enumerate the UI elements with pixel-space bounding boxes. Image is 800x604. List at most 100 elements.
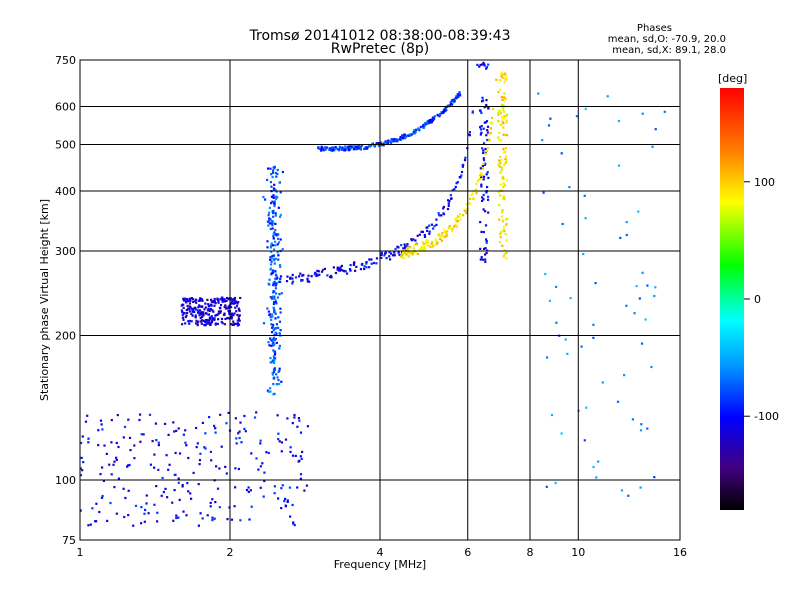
o-mode-f-trace-point (485, 67, 488, 70)
lower-sporadic-trace-point (230, 313, 234, 317)
o-mode-f-trace-point (390, 252, 393, 255)
scattered-outliers-point (646, 284, 649, 287)
low-e-region-echoes-point (278, 440, 281, 443)
vertical-spread-near-2-4-mhz-point (270, 260, 273, 263)
lower-sporadic-trace-point (184, 322, 187, 325)
second-hop-trace-point (428, 120, 431, 123)
scattered-outliers-point (638, 297, 641, 300)
x-mode-f-trace-point (401, 254, 404, 257)
scattered-outliers-point (584, 217, 587, 220)
o-mode-f-trace-point (286, 275, 289, 278)
lower-sporadic-trace-point (181, 316, 184, 319)
colorbar-label: [deg] (718, 72, 747, 85)
low-e-region-echoes-point (265, 451, 268, 454)
second-hop-trace-point (334, 145, 337, 149)
o-mode-f-trace-point (308, 280, 311, 283)
o-mode-f-trace-point (485, 99, 488, 102)
o-mode-f-trace-point (393, 251, 396, 254)
low-e-region-echoes-point (299, 473, 303, 476)
low-e-region-echoes-point (248, 518, 251, 521)
second-hop-trace-point (406, 134, 409, 137)
o-mode-f-trace-point (453, 188, 456, 191)
x-mode-f-trace-point (503, 81, 506, 84)
low-e-region-echoes-point (247, 486, 250, 489)
vertical-spread-near-2-4-mhz-point (267, 224, 270, 227)
x-mode-f-trace-point (505, 179, 508, 182)
vertical-spread-near-2-4-mhz-point (269, 387, 272, 390)
vertical-spread-near-2-4-mhz-point (274, 189, 277, 192)
low-e-region-echoes-point (127, 489, 130, 492)
second-hop-trace-point (365, 147, 369, 150)
x-mode-f-trace-point (499, 171, 502, 174)
low-e-region-echoes-point (257, 468, 260, 471)
second-hop-trace-point (389, 141, 393, 144)
low-e-region-echoes-point (218, 467, 221, 470)
scattered-outliers-point (568, 186, 571, 189)
o-mode-f-trace-point (447, 202, 450, 205)
vertical-spread-near-2-4-mhz-point (272, 215, 275, 218)
o-mode-f-trace-point (340, 264, 343, 267)
x-mode-f-trace-point (504, 233, 507, 236)
scattered-outliers-point (616, 400, 620, 403)
x-mode-f-trace-point (501, 116, 504, 119)
x-mode-f-trace-point (497, 113, 500, 116)
o-mode-f-trace-point (479, 247, 482, 250)
vertical-spread-near-2-4-mhz-point (270, 173, 273, 176)
vertical-spread-near-2-4-mhz-point (278, 332, 281, 335)
o-mode-f-trace-point (313, 273, 316, 276)
vertical-spread-near-2-4-mhz-point (274, 222, 277, 225)
second-hop-trace-point (361, 144, 364, 147)
x-mode-f-trace-point (502, 186, 505, 189)
lower-sporadic-trace-point (186, 304, 189, 307)
x-mode-f-trace-point (422, 242, 425, 245)
o-mode-f-trace-point (481, 258, 485, 261)
o-mode-f-trace-point (478, 65, 481, 68)
lower-sporadic-trace-point (201, 305, 204, 308)
second-hop-trace-point (318, 147, 321, 150)
x-mode-f-trace-point (487, 138, 490, 141)
low-e-region-echoes-point (124, 496, 127, 500)
low-e-region-echoes-point (291, 454, 295, 457)
low-e-region-echoes-point (122, 436, 125, 439)
y-tick-label: 300 (55, 245, 76, 258)
x-mode-f-trace-point (500, 231, 503, 234)
x-mode-f-trace-point (502, 148, 505, 151)
x-mode-f-trace-point (503, 184, 507, 187)
x-mode-f-trace-point (502, 104, 505, 107)
low-e-region-echoes-point (215, 465, 218, 468)
low-e-region-echoes-point (110, 441, 113, 444)
o-mode-f-trace-point (468, 131, 471, 134)
scattered-outliers-point (625, 304, 628, 307)
low-e-region-echoes-point (214, 501, 217, 504)
lower-sporadic-trace-point (231, 323, 234, 326)
lower-sporadic-trace-point (210, 315, 213, 318)
low-e-region-echoes-point (230, 518, 234, 521)
vertical-spread-near-2-4-mhz-point (267, 219, 270, 222)
x-mode-f-trace-point (445, 235, 449, 238)
second-hop-trace-point (417, 127, 420, 130)
low-e-region-echoes-point (253, 416, 257, 419)
lower-sporadic-trace-point (204, 320, 207, 324)
o-mode-f-trace-point (487, 195, 490, 198)
lower-sporadic-trace-point (195, 319, 198, 322)
x-tick-label: 16 (673, 546, 687, 559)
lower-sporadic-trace-point (196, 324, 199, 327)
x-mode-f-trace-point (503, 197, 506, 200)
x-mode-f-trace-point (426, 244, 429, 247)
o-mode-f-trace-point (321, 268, 325, 272)
x-mode-f-trace-point (501, 166, 504, 169)
low-e-region-echoes-point (301, 450, 304, 453)
lower-sporadic-trace-point (188, 297, 191, 300)
o-mode-f-trace-point (425, 226, 428, 229)
x-mode-f-trace-point (475, 183, 478, 186)
o-mode-f-trace-point (393, 254, 396, 257)
colorbar-tick-label: 0 (754, 293, 761, 306)
o-mode-f-trace-point (433, 225, 436, 228)
x-mode-f-trace-point (472, 197, 475, 200)
scattered-outliers-point (627, 494, 630, 497)
lower-sporadic-trace-point (197, 306, 200, 309)
x-mode-f-trace-point (505, 155, 508, 158)
vertical-spread-near-2-4-mhz-point (277, 241, 281, 244)
lower-sporadic-trace-point (198, 298, 202, 301)
lower-sporadic-trace-point (206, 309, 209, 312)
